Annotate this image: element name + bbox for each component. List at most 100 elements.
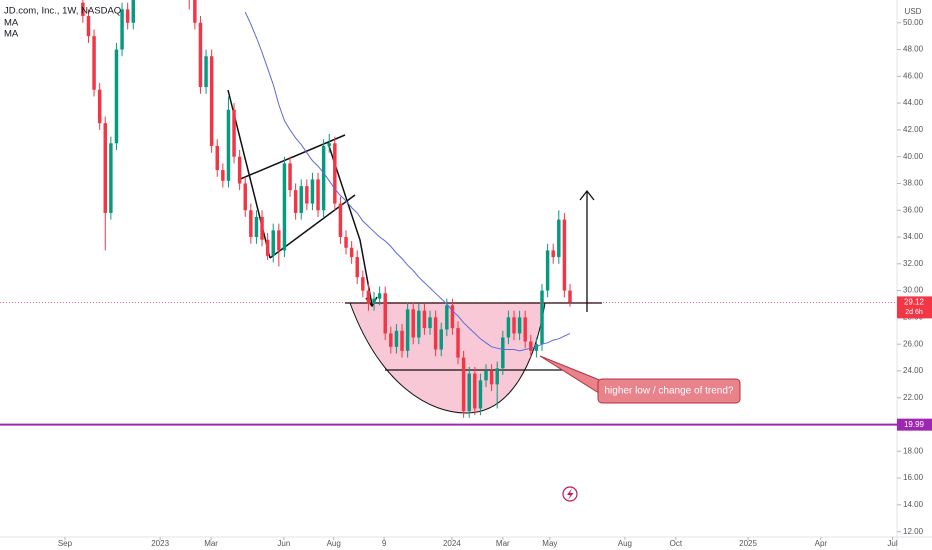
callout-box: [597, 378, 741, 404]
y-tick-label: 48.00: [903, 45, 924, 54]
y-tick-label: 24.00: [903, 366, 924, 375]
candle-body: [349, 247, 354, 258]
candle-body: [366, 290, 371, 304]
candle-body: [473, 373, 477, 409]
candle-body: [450, 305, 455, 329]
candle-body: [327, 143, 331, 146]
level-label: 19.99: [904, 420, 925, 429]
currency: USD: [905, 7, 922, 16]
candle-body: [478, 380, 483, 409]
candle-body: [232, 109, 236, 157]
y-tick-label: 44.00: [903, 98, 924, 107]
candle-body: [92, 36, 96, 90]
candle-body: [523, 317, 527, 342]
x-tick-label: 2024: [443, 539, 461, 548]
candle-body: [512, 317, 516, 334]
event-icon-bolt: [567, 488, 574, 500]
candle-body: [221, 170, 225, 181]
x-tick-label: Jul: [887, 539, 897, 548]
x-tick-label: Sep: [58, 539, 73, 548]
y-tick-label: 12.00: [903, 527, 924, 536]
candle-body: [277, 230, 281, 251]
x-tick-label: Jun: [277, 539, 290, 548]
candle-body: [377, 293, 382, 299]
candle-body: [501, 337, 505, 369]
candle-body: [109, 143, 113, 213]
candle-body: [484, 370, 488, 381]
x-tick-label: Mar: [496, 539, 510, 548]
candle-body: [243, 183, 247, 211]
candle-body: [249, 210, 253, 238]
y-tick-label: 34.00: [903, 232, 924, 241]
down-arrow: [327, 142, 373, 306]
candle-body: [489, 370, 494, 385]
candle-body: [81, 2, 85, 17]
candle-body: [355, 257, 359, 278]
candle-body: [288, 163, 292, 191]
candle-body: [131, 0, 135, 23]
candle-body: [198, 22, 203, 88]
candle-body: [433, 317, 438, 350]
candle-body: [439, 329, 443, 350]
candle-body: [204, 56, 208, 88]
last-price-label: 29.12: [904, 297, 925, 306]
candle-body: [372, 298, 376, 304]
y-tick-label: 26.00: [903, 339, 924, 348]
candle-body: [282, 163, 287, 251]
candle-body: [333, 143, 337, 204]
candle-body: [310, 179, 315, 204]
candle-body: [445, 305, 449, 330]
candle-body: [103, 123, 108, 213]
x-tick-label: Aug: [618, 539, 632, 548]
candle-body: [557, 219, 561, 258]
last-price-box: [897, 296, 932, 319]
y-tick-label: 16.00: [903, 473, 924, 482]
moving-average: [244, 11, 571, 352]
candle-body: [215, 145, 219, 171]
candle-body: [237, 156, 242, 184]
x-tick-label: Oct: [670, 539, 683, 548]
candle-body: [467, 373, 471, 412]
candle-body: [114, 49, 119, 144]
candle-body: [545, 250, 550, 291]
annotation: higher low / change of trend?: [605, 386, 734, 397]
candle-body: [321, 145, 326, 211]
y-tick-label: 18.00: [903, 446, 924, 455]
candle-body: [422, 310, 427, 329]
candle-body: [271, 230, 275, 256]
candle-body: [540, 290, 544, 345]
candle-body: [361, 277, 365, 291]
countdown-label: 2d 6h: [905, 309, 923, 316]
candle-body: [551, 250, 555, 258]
candle-body: [260, 216, 264, 240]
candle-body: [394, 330, 399, 347]
candle-body: [461, 357, 466, 412]
candle-body: [125, 9, 130, 23]
candle-body: [400, 330, 404, 351]
y-tick-label: 32.00: [903, 259, 924, 268]
candle-body: [316, 179, 320, 211]
candle-body: [506, 317, 511, 338]
candle-body: [562, 219, 567, 291]
x-tick-label: May: [542, 539, 557, 548]
y-tick-label: 46.00: [903, 71, 924, 80]
candle-body: [534, 344, 539, 351]
arrow-head: [579, 189, 595, 201]
candle-body: [456, 328, 460, 358]
candle-body: [495, 368, 499, 385]
y-tick-label: 50.00: [903, 18, 924, 27]
callout-pointer: [539, 355, 603, 396]
candle-body: [193, 0, 197, 23]
triangle-line: [237, 134, 346, 181]
candle-body: [299, 186, 303, 213]
plot-area: [81, 0, 572, 418]
candle-body: [293, 190, 298, 213]
x-tick-label: Mar: [204, 539, 218, 548]
candle-body: [411, 309, 415, 338]
candle-body: [428, 317, 432, 329]
chart-title: JD.com, Inc., 1W, NASDAQ: [4, 6, 121, 17]
candle-body: [97, 89, 102, 124]
legend-entry: MA: [4, 18, 19, 29]
y-tick-label: 36.00: [903, 205, 924, 214]
y-tick-label: 42.00: [903, 125, 924, 134]
